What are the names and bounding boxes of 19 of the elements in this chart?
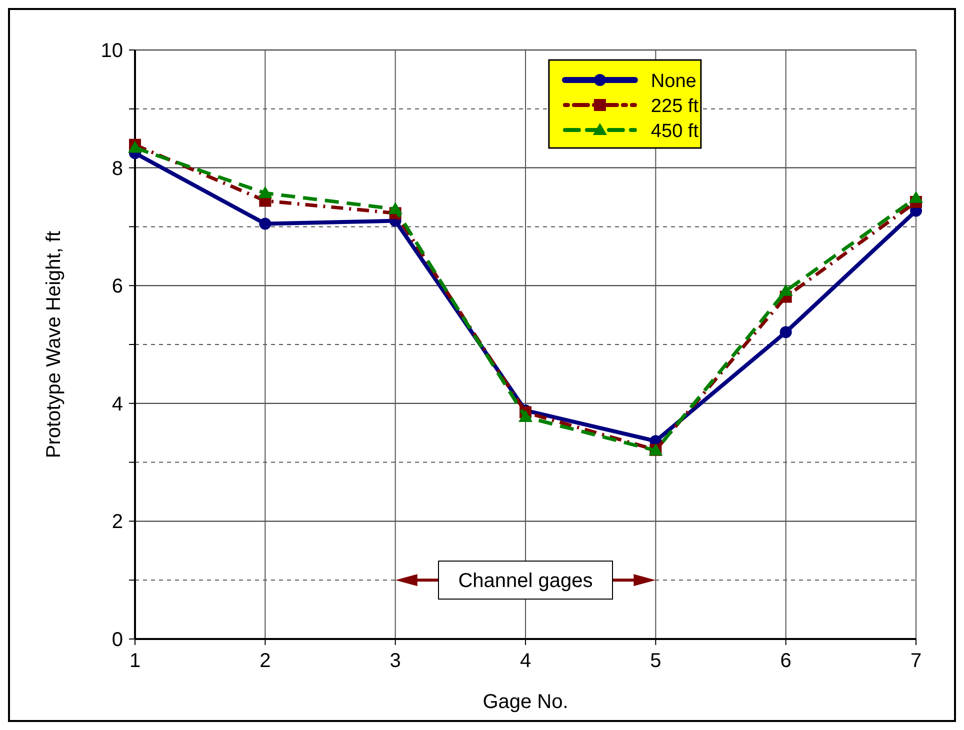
y-tick-label: 8 xyxy=(112,158,123,180)
y-axis-title: Prototype Wave Height, ft xyxy=(43,230,65,458)
x-tick-label: 2 xyxy=(260,650,271,672)
y-tick-label: 2 xyxy=(112,511,123,534)
legend-label: 225 ft xyxy=(650,96,700,117)
annotation: Channel gages xyxy=(458,570,593,592)
y-tick-label: 6 xyxy=(112,276,123,298)
legend-label: None xyxy=(650,71,696,92)
x-tick-label: 5 xyxy=(650,650,662,672)
x-tick-label: 6 xyxy=(780,650,792,672)
y-tick-label: 4 xyxy=(112,393,123,416)
legend-label: 450 ft xyxy=(650,121,700,142)
x-tick-label: 7 xyxy=(910,650,922,672)
x-tick-label: 3 xyxy=(390,650,401,672)
x-axis-title: Gage No. xyxy=(482,691,568,713)
y-tick-label: 0 xyxy=(112,629,123,651)
x-tick-label: 1 xyxy=(129,650,141,672)
x-tick-label: 4 xyxy=(520,650,532,672)
y-tick-label: 10 xyxy=(100,40,123,62)
